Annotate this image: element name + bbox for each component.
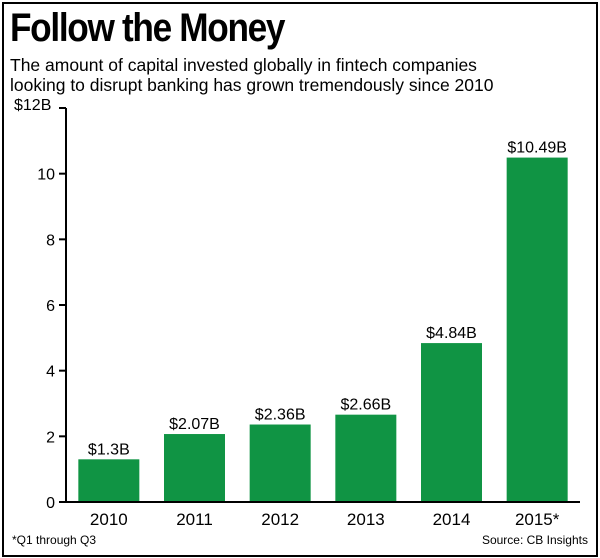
y-tick-label: 6 bbox=[46, 298, 55, 315]
chart-subtitle: The amount of capital invested globally … bbox=[10, 55, 494, 95]
source-note: Source: CB Insights bbox=[481, 533, 588, 547]
y-tick-label: 2 bbox=[46, 429, 55, 446]
x-tick-label: 2012 bbox=[261, 510, 299, 529]
bar bbox=[249, 424, 311, 502]
x-tick-label: 2010 bbox=[90, 510, 128, 529]
x-tick-label: 2011 bbox=[176, 510, 213, 529]
y-tick-label: 0 bbox=[46, 495, 55, 512]
data-label: $2.66B bbox=[340, 397, 391, 414]
footnote: *Q1 through Q3 bbox=[12, 533, 97, 547]
bar bbox=[421, 343, 482, 502]
bar bbox=[78, 459, 140, 502]
x-tick-label: 2013 bbox=[347, 510, 385, 529]
y-tick-label: 4 bbox=[46, 364, 55, 381]
x-tick-label: 2014 bbox=[433, 510, 471, 529]
bar bbox=[506, 157, 568, 502]
data-label: $10.49B bbox=[507, 140, 567, 157]
bar bbox=[164, 434, 225, 502]
y-tick-label: 8 bbox=[46, 232, 55, 249]
subtitle-line-2: looking to disrupt banking has grown tre… bbox=[10, 75, 494, 95]
subtitle-line-1: The amount of capital invested globally … bbox=[10, 55, 477, 75]
data-label: $2.07B bbox=[169, 416, 220, 433]
bar bbox=[335, 414, 397, 502]
y-tick-label: 10 bbox=[37, 167, 55, 184]
chart-title: Follow the Money bbox=[10, 6, 285, 50]
x-tick-label: 2015* bbox=[515, 510, 560, 529]
data-label: $2.36B bbox=[255, 407, 306, 424]
data-label: $1.3B bbox=[88, 441, 130, 458]
y-tick-label: $12B bbox=[14, 97, 51, 114]
data-label: $4.84B bbox=[426, 325, 477, 342]
